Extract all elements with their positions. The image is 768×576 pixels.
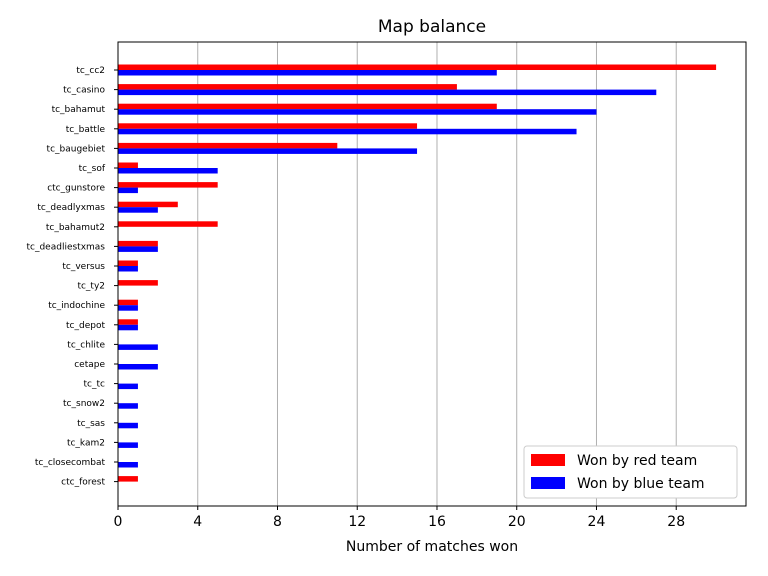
- y-tick-label-15: cetape: [74, 360, 105, 370]
- y-tick-label-20: tc_closecombat: [35, 458, 106, 468]
- bar-tc_baugebiet-blue: [118, 148, 418, 154]
- y-tick-label-7: tc_deadlyxmas: [37, 203, 105, 213]
- legend-swatch-red: [531, 454, 565, 466]
- y-tick-label-12: tc_indochine: [48, 301, 105, 311]
- y-tick-label-3: tc_battle: [66, 125, 106, 135]
- grid: [197, 42, 677, 506]
- y-tick-label-9: tc_deadliestxmas: [26, 242, 105, 252]
- y-tick-label-6: ctc_gunstore: [47, 184, 105, 194]
- y-tick-label-17: tc_snow2: [63, 399, 105, 409]
- bars: [118, 64, 717, 482]
- bar-tc_bahamut-red: [118, 103, 497, 110]
- y-tick-label-11: tc_ty2: [77, 282, 105, 292]
- x-tick-label-3: 12: [348, 514, 366, 530]
- bar-tc_bahamut-blue: [118, 109, 597, 115]
- bar-tc_casino-blue: [118, 89, 657, 96]
- x-tick-label-1: 4: [193, 514, 202, 530]
- bar-tc_sas-blue: [118, 422, 138, 429]
- bar-tc_deadliestxmas-blue: [118, 246, 158, 252]
- plot-frame: [117, 41, 747, 507]
- bar-cetape-blue: [118, 364, 158, 370]
- y-tick-label-1: tc_casino: [63, 86, 105, 96]
- y-tick-label-14: tc_chlite: [67, 340, 105, 350]
- legend-label-red: Won by red team: [577, 453, 697, 469]
- bar-tc_cc2-blue: [118, 70, 497, 76]
- bar-tc_cc2-red: [118, 64, 717, 70]
- bar-tc_deadlyxmas-red: [118, 201, 178, 208]
- y-tick-label-2: tc_bahamut: [52, 105, 106, 115]
- y-tick-label-21: ctc_forest: [61, 478, 105, 488]
- legend-frame: [523, 445, 738, 499]
- bar-tc_sof-blue: [118, 168, 218, 174]
- x-tick-label-0: 0: [114, 514, 123, 530]
- bar-tc_indochine-blue: [118, 305, 138, 311]
- bar-tc_battle-blue: [118, 128, 577, 135]
- bar-tc_casino-red: [118, 84, 457, 90]
- chart-title: Map balance: [378, 17, 486, 37]
- bar-tc_closecombat-blue: [118, 462, 138, 468]
- legend-swatch-blue: [531, 477, 565, 489]
- x-tick-label-5: 20: [508, 514, 526, 530]
- y-tick-label-16: tc_tc: [84, 380, 106, 390]
- y-tick-label-18: tc_sas: [77, 419, 105, 429]
- y-tick-label-0: tc_cc2: [76, 66, 105, 76]
- bar-tc_kam2-blue: [118, 442, 138, 448]
- y-axis: tc_cc2 tc_casino tc_bahamut tc_battle tc_bau…: [26, 66, 118, 488]
- bar-tc_baugebiet-red: [118, 142, 338, 149]
- bar-tc_snow2-blue: [118, 403, 138, 409]
- bar-tc_deadliestxmas-red: [118, 240, 158, 247]
- bar-tc_sof-red: [118, 162, 138, 168]
- x-tick-label-7: 28: [667, 514, 685, 530]
- bar-tc_deadlyxmas-blue: [118, 207, 158, 213]
- y-tick-label-13: tc_depot: [66, 321, 105, 331]
- y-tick-label-4: tc_baugebiet: [47, 144, 106, 154]
- y-tick-label-10: tc_versus: [62, 262, 105, 272]
- x-tick-label-6: 24: [588, 514, 606, 530]
- x-axis: 0 4 8 12 16 20 24 28: [114, 506, 685, 530]
- bar-tc_tc-blue: [118, 383, 138, 390]
- bar-tc_chlite-blue: [118, 344, 158, 350]
- bar-tc_depot-blue: [118, 324, 138, 331]
- legend-label-blue: Won by blue team: [577, 476, 705, 492]
- bar-tc_indochine-red: [118, 299, 138, 306]
- y-tick-label-19: tc_kam2: [67, 438, 105, 448]
- bar-ctc_gunstore-red: [118, 182, 218, 188]
- bar-tc_depot-red: [118, 319, 138, 325]
- bar-ctc_forest-red: [118, 476, 138, 482]
- bar-tc_versus-red: [118, 260, 138, 266]
- bar-tc_bahamut2-red: [118, 221, 218, 227]
- legend: Won by red team Won by blue team: [523, 445, 738, 499]
- bar-tc_ty2-red: [118, 280, 158, 286]
- bar-tc_battle-red: [118, 123, 418, 129]
- y-tick-label-8: tc_bahamut2: [46, 223, 105, 233]
- x-tick-label-2: 8: [273, 514, 282, 530]
- x-axis-label: Number of matches won: [346, 539, 518, 555]
- bar-ctc_gunstore-blue: [118, 187, 138, 194]
- x-tick-label-4: 16: [428, 514, 446, 530]
- bar-tc_versus-blue: [118, 266, 138, 272]
- y-tick-label-5: tc_sof: [79, 164, 106, 174]
